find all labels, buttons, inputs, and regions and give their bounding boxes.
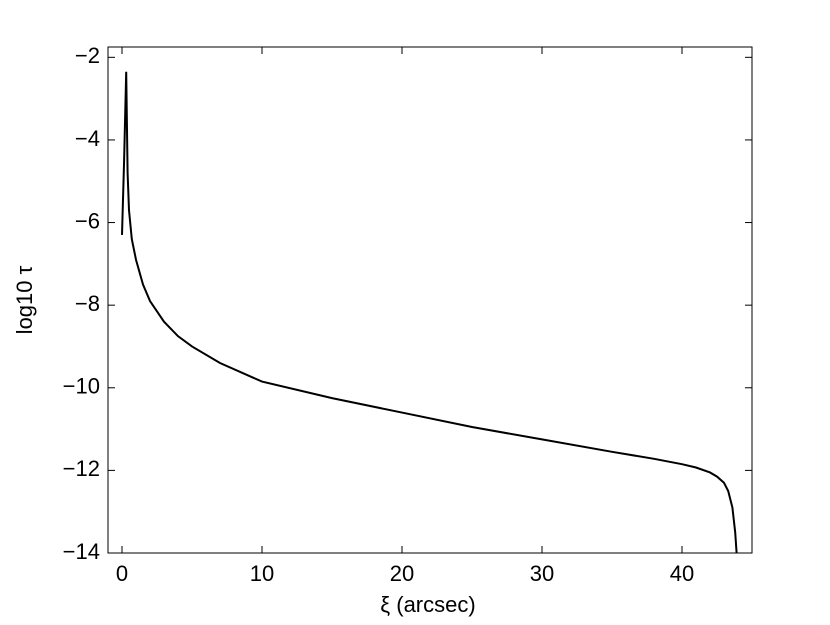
y-tick-label: −6 [75, 208, 100, 233]
x-axis-label: ξ (arcsec) [380, 592, 475, 617]
x-tick-label: 40 [670, 561, 694, 586]
y-tick-label: −4 [75, 126, 100, 151]
x-tick-label: 10 [250, 561, 274, 586]
y-tick-label: −8 [75, 291, 100, 316]
x-tick-label: 30 [530, 561, 554, 586]
y-tick-label: −12 [63, 456, 100, 481]
plot-frame [107, 46, 753, 554]
data-line [121, 71, 738, 554]
x-tick-label: 0 [116, 561, 128, 586]
y-tick-label: −10 [63, 374, 100, 399]
y-axis-label: log10 τ [12, 265, 37, 334]
y-tick-label: −2 [75, 43, 100, 68]
x-tick-label: 20 [390, 561, 414, 586]
y-tick-label: −14 [63, 539, 100, 564]
